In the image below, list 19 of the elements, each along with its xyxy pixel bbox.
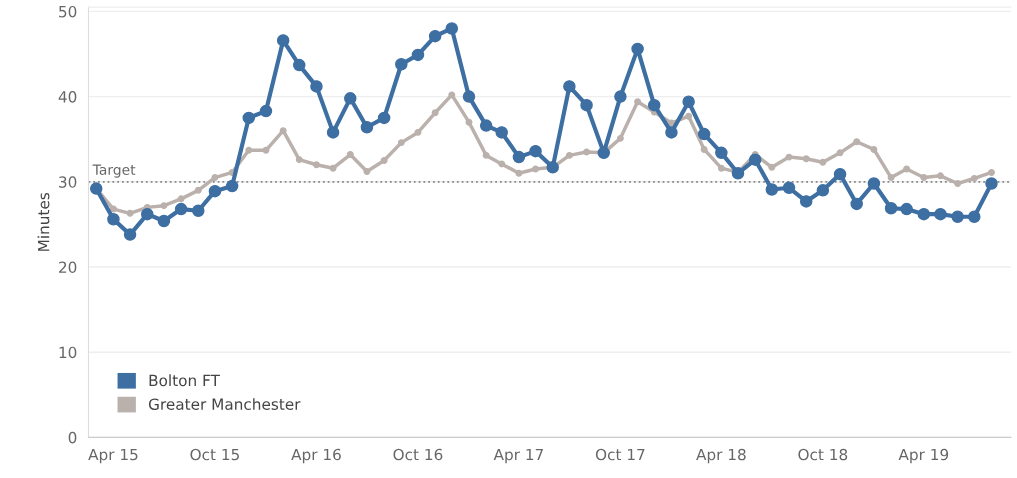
y-axis-title: Minutes bbox=[37, 192, 50, 251]
x-tick-label: Apr 15 bbox=[88, 448, 138, 464]
y-tick-label: 0 bbox=[68, 431, 77, 444]
x-tick-label: Oct 15 bbox=[190, 448, 239, 461]
x-tick-label: Oct 17 bbox=[595, 448, 645, 461]
x-tick-label: Apr 19 bbox=[898, 448, 949, 464]
x-tick-label: Oct 18 bbox=[798, 448, 848, 461]
y-tick-label: 20 bbox=[59, 261, 77, 274]
x-tick-label: Oct 16 bbox=[393, 448, 443, 461]
x-tick-label: Apr 18 bbox=[696, 448, 746, 464]
y-tick-label: 50 bbox=[59, 5, 77, 18]
x-tick-label: Apr 17 bbox=[493, 448, 543, 464]
y-tick-label: 30 bbox=[59, 176, 77, 188]
y-tick-label: 10 bbox=[59, 346, 77, 359]
ref-line-label: Target bbox=[92, 164, 136, 178]
x-tick-label: Apr 16 bbox=[291, 448, 341, 464]
legend-label: Bolton FT bbox=[149, 374, 220, 387]
legend-label: Greater Manchester bbox=[148, 398, 301, 410]
y-tick-label: 40 bbox=[58, 91, 77, 103]
